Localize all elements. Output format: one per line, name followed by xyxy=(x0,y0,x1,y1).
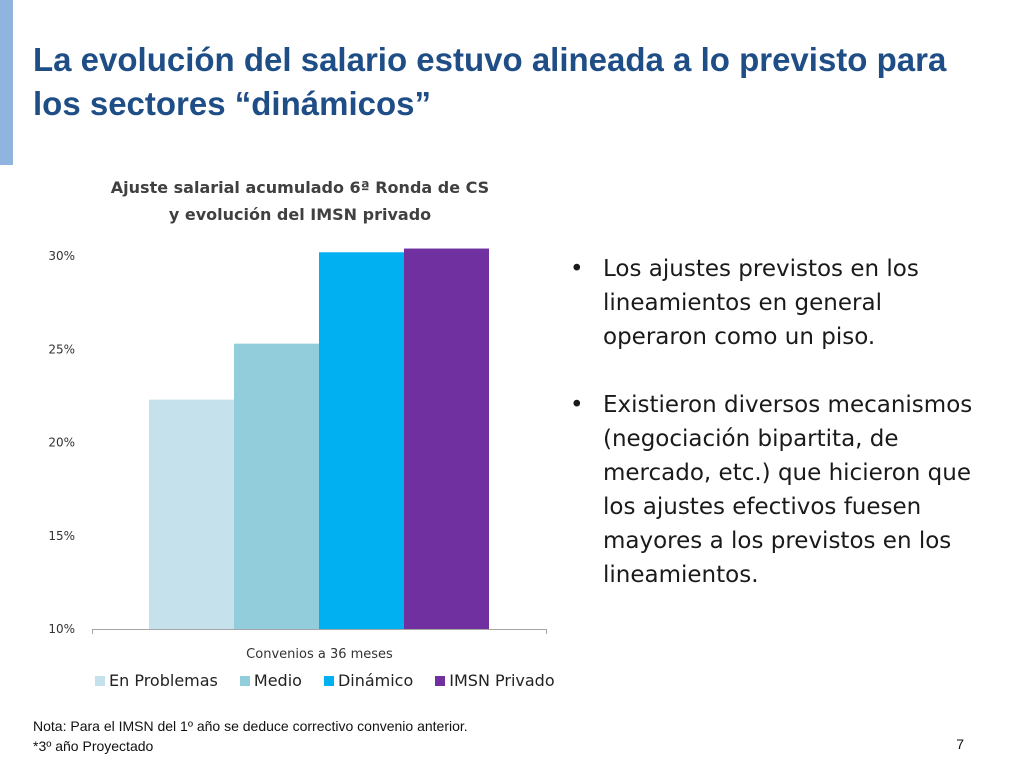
legend-item-en-problemas: En Problemas xyxy=(95,671,218,690)
y-tick-label: 15% xyxy=(48,529,75,543)
footnote-1: Nota: Para el IMSN del 1º año se deduce … xyxy=(33,718,468,734)
footnote-2: *3º año Proyectado xyxy=(33,738,154,754)
legend-label: Dinámico xyxy=(337,671,414,690)
legend-item-medio: Medio xyxy=(239,671,302,690)
x-category-label: Convenios a 36 meses xyxy=(246,647,393,662)
bar-imsn-privado xyxy=(404,248,489,630)
bar-din-mico xyxy=(319,252,404,629)
bullet-text: Los ajustes previstos en los lineamiento… xyxy=(603,256,919,350)
chart-title-line1: Ajuste salarial acumulado 6ª Ronda de CS xyxy=(110,178,490,197)
legend-label: IMSN Privado xyxy=(449,671,555,690)
y-axis-ticks: 10% 15% 20% 25% 30% xyxy=(48,249,75,636)
legend-label: Medio xyxy=(253,671,302,690)
chart-title: Ajuste salarial acumulado 6ª Ronda de CS… xyxy=(60,174,540,228)
bullet-item: • Los ajustes previstos en los lineamien… xyxy=(570,252,990,354)
bar-medio xyxy=(234,343,319,629)
footnotes: Nota: Para el IMSN del 1º año se deduce … xyxy=(33,716,733,756)
y-tick-label: 30% xyxy=(48,249,75,263)
bars-group xyxy=(149,248,489,630)
y-tick-label: 25% xyxy=(48,342,75,356)
legend-item-imsn-privado: IMSN Privado xyxy=(435,671,555,690)
legend-swatch xyxy=(239,675,250,686)
legend-swatch xyxy=(435,675,446,686)
bar-chart: 10% 15% 20% 25% 30% Convenios a 36 meses xyxy=(48,248,547,662)
chart-title-line2: y evolución del IMSN privado xyxy=(168,205,432,224)
legend-label: En Problemas xyxy=(109,671,218,690)
bar-en-problemas xyxy=(149,399,234,629)
y-tick-label: 20% xyxy=(48,436,75,450)
bullet-text: Existieron diversos mecanismos (negociac… xyxy=(603,392,973,588)
bullet-item: • Existieron diversos mecanismos (negoci… xyxy=(570,388,990,592)
bullet-list: • Los ajustes previstos en los lineamien… xyxy=(570,252,990,626)
chart-legend: En Problemas Medio Dinámico IMSN Privado xyxy=(95,671,555,690)
accent-bar xyxy=(0,0,13,165)
bullet-dot-icon: • xyxy=(570,392,584,418)
page-number: 7 xyxy=(956,736,964,752)
bullet-dot-icon: • xyxy=(570,256,584,282)
y-tick-label: 10% xyxy=(48,622,75,636)
legend-swatch xyxy=(323,675,334,686)
legend-swatch xyxy=(95,675,105,686)
legend-item-dinamico: Dinámico xyxy=(323,671,414,690)
slide-title: La evolución del salario estuvo alineada… xyxy=(33,41,947,122)
